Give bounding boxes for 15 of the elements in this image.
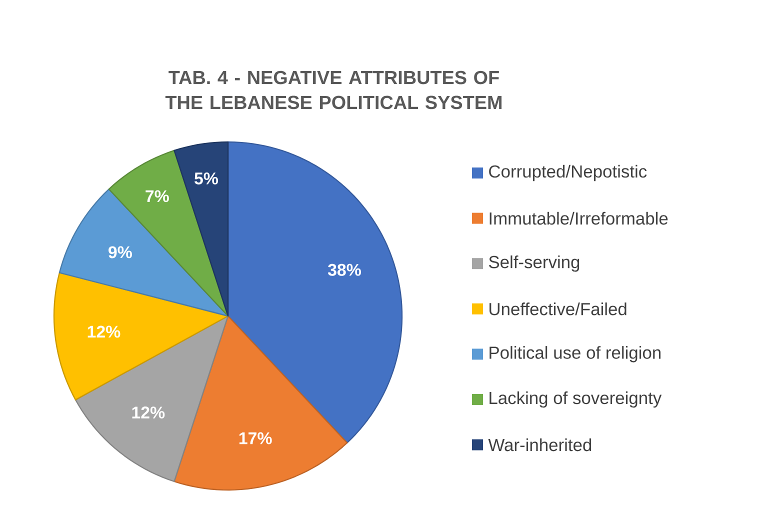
data-label: 9% [108,246,132,258]
data-label: 7% [146,190,169,202]
legend-label: Lacking of sovereignty [490,391,662,408]
data-label: 38% [328,264,361,276]
data-label: 5% [194,172,218,184]
legend-label: Immutable/Irreformable [490,212,668,225]
legend-label: Self-serving [489,255,580,272]
legend-label: War-inherited [488,438,592,452]
legend-label: Political use of religion [490,346,660,362]
chart-title: TAB. 4 - NEGATIVE ATTRIBUTES OF THE LEBANESE POLITICAL SYSTEM [165,70,502,110]
legend-label: Corrupted/Nepotistic [489,164,647,182]
data-label: 12% [132,406,165,418]
legend-label: Uneffective/Failed [490,302,626,316]
data-label: 17% [239,432,272,444]
data-label: 12% [88,326,120,338]
